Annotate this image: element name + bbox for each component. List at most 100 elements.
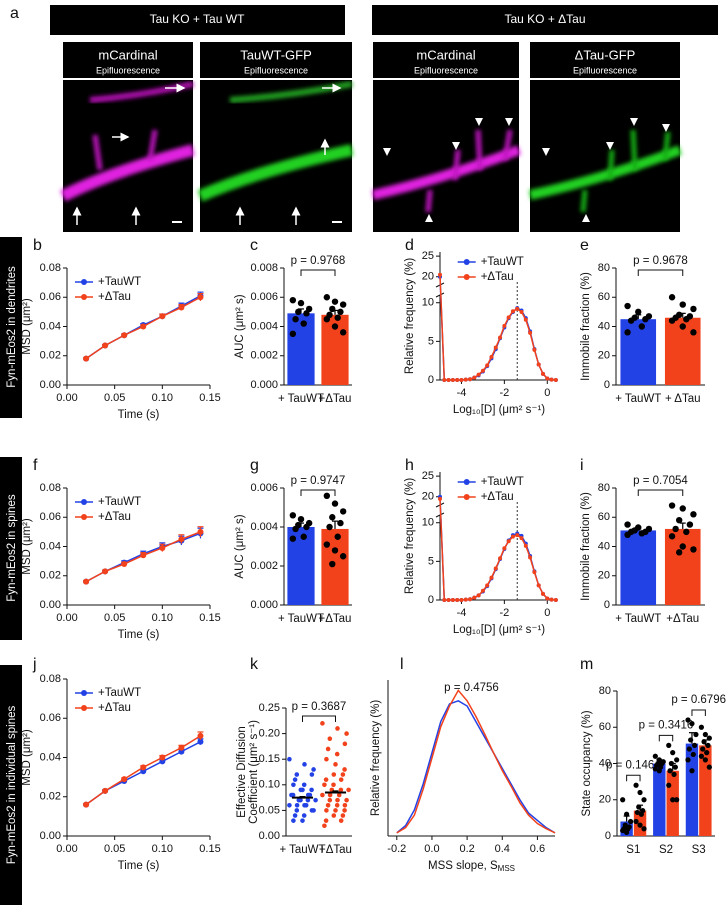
data-point (633, 818, 639, 825)
data-point (333, 762, 338, 767)
marker (519, 310, 524, 314)
y-axis-label: Coefficient (μm² s⁻¹) (248, 720, 260, 824)
data-point (340, 813, 346, 818)
data-point (334, 533, 341, 540)
marker (178, 744, 185, 751)
data-point (301, 813, 307, 818)
x-tick-label: 0.00 (56, 843, 77, 855)
annotation: p = 0.3416 (639, 719, 694, 731)
data-point (702, 757, 708, 763)
data-point (642, 315, 649, 323)
legend-marker (81, 294, 87, 300)
data-point (342, 741, 348, 747)
y-tick-label: 0.08 (40, 482, 61, 494)
marker (510, 534, 515, 539)
row-label-box (0, 665, 22, 905)
data-point (334, 314, 341, 321)
panel-letter: d (405, 237, 414, 254)
x-tick-label: + TauWT (278, 393, 324, 405)
data-point (331, 500, 339, 507)
data-point (666, 782, 672, 788)
legend-marker (81, 514, 87, 520)
y-axis-label: Effective Diffusion (236, 726, 248, 818)
y-tick-label: 0.006 (250, 291, 278, 303)
data-point (698, 753, 704, 759)
data-point (689, 721, 695, 727)
y-tick-label: 0.06 (40, 291, 61, 303)
marker (442, 378, 447, 382)
data-point (323, 492, 331, 499)
data-point (620, 827, 626, 834)
y-tick-label: 10 (422, 517, 434, 529)
marker (438, 272, 442, 277)
x-tick-label: + TauWT (615, 393, 661, 405)
data-point (333, 808, 338, 813)
data-point (320, 721, 325, 726)
panel-letter: j (32, 656, 37, 673)
data-point (679, 543, 686, 550)
y-tick-label: 0.00 (259, 830, 280, 842)
data-point (704, 750, 710, 756)
data-point (309, 808, 315, 813)
micrograph (371, 80, 521, 232)
data-point (325, 746, 331, 752)
image-sublabel: Epifluorescence (244, 65, 308, 75)
data-point (311, 767, 316, 772)
marker (121, 561, 128, 568)
y-tick-label: 0.006 (250, 482, 278, 494)
x-axis-label-text: Time (s) (118, 860, 160, 872)
micrograph (60, 80, 195, 232)
x-tick-label: -2 (499, 387, 509, 399)
data-point (668, 317, 676, 324)
data-point (338, 818, 344, 823)
y-tick-label: 0.000 (250, 379, 278, 391)
marker (493, 345, 498, 350)
data-point (641, 797, 647, 803)
bar (666, 770, 679, 836)
x-tick-label: -0.2 (387, 843, 406, 855)
data-point (627, 317, 635, 324)
legend-label: +ΔTau (481, 491, 514, 503)
y-axis-label: AUC (μm² s) (234, 514, 246, 578)
group-title: Tau KO + ΔTau (504, 12, 585, 26)
y-tick-label: 5 (428, 555, 434, 567)
annotation: p = 0.9678 (633, 255, 688, 267)
data-point (331, 813, 337, 818)
data-point (668, 294, 676, 301)
marker (506, 315, 511, 320)
x-tick-label: 0.00 (56, 612, 77, 624)
marker (102, 342, 109, 349)
y-tick-label: 0.00 (40, 379, 61, 391)
panel-letter: m (580, 656, 593, 673)
marker (498, 335, 503, 340)
x-tick-label: 0.15 (199, 612, 220, 624)
marker (468, 377, 473, 382)
y-tick-label: 0 (604, 599, 610, 611)
x-axis-label-text: Time (s) (118, 409, 160, 421)
data-point (689, 768, 695, 774)
data-point (667, 768, 673, 774)
y-tick-label: 0.00 (40, 599, 61, 611)
data-point (323, 541, 331, 548)
data-point (670, 797, 676, 803)
y-axis-label: Immobile fraction (%) (580, 272, 592, 381)
marker (455, 598, 460, 602)
data-point (305, 797, 311, 803)
y-axis-label: Relative frequency (%) (404, 478, 416, 594)
marker (553, 598, 558, 602)
image-label: ΔTau-GFP (575, 47, 636, 62)
marker (515, 533, 520, 538)
x-tick-label: S2 (659, 844, 673, 856)
marker (459, 598, 464, 602)
group-title: Tau KO + Tau WT (150, 12, 245, 26)
panel-letter: l (400, 656, 404, 673)
y-tick-label: 0.25 (259, 702, 280, 714)
data-point (698, 724, 704, 730)
data-point (624, 531, 631, 538)
data-point (342, 802, 348, 808)
marker (545, 376, 550, 381)
y-tick-label: 25 (422, 250, 434, 262)
data-point (700, 746, 706, 752)
data-point (337, 308, 344, 316)
image-sublabel: Epifluorescence (414, 65, 478, 75)
